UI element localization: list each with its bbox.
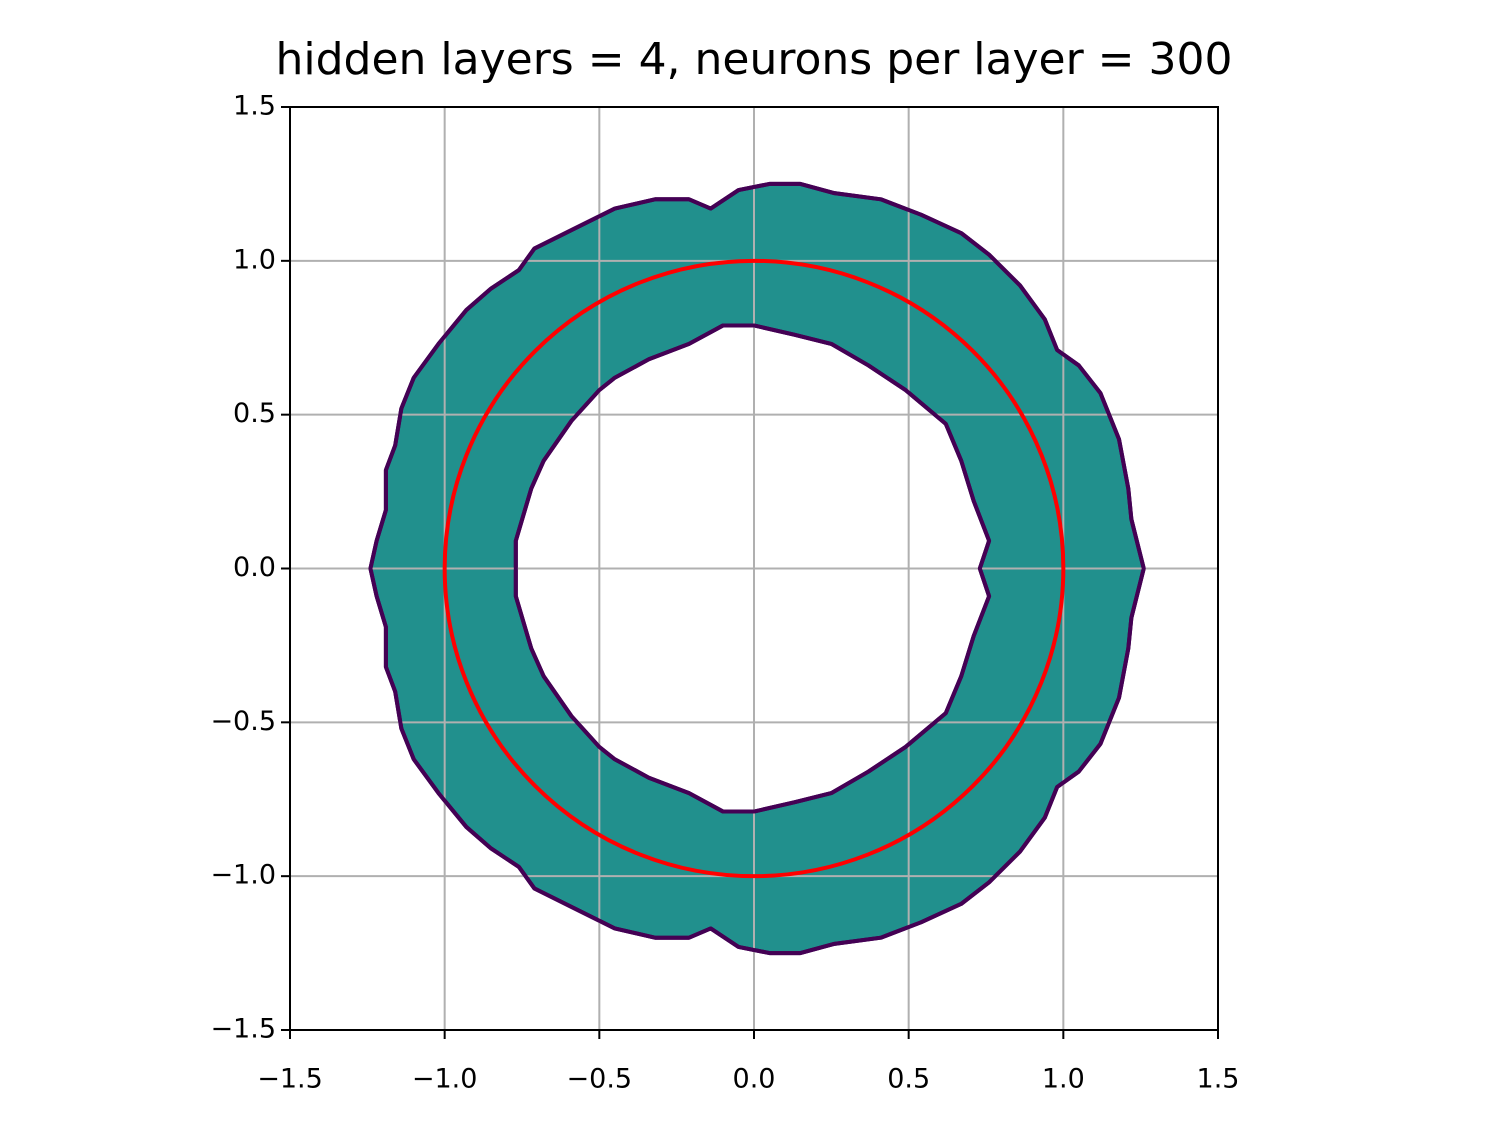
y-tick-label: 1.5 <box>233 91 276 122</box>
x-tick-label: −1.0 <box>412 1064 478 1095</box>
x-tick-label: −1.5 <box>257 1064 323 1095</box>
y-tick-label: −1.0 <box>210 860 276 891</box>
x-tick-label: 1.0 <box>1042 1064 1085 1095</box>
chart-title: hidden layers = 4, neurons per layer = 3… <box>276 34 1233 85</box>
x-tick-label: 0.5 <box>887 1064 930 1095</box>
x-tick-label: 1.5 <box>1197 1064 1240 1095</box>
y-tick-label: −1.5 <box>210 1014 276 1045</box>
y-tick-label: 0.0 <box>233 552 276 583</box>
reference-circle <box>442 258 1066 879</box>
contour-edge <box>368 181 1146 956</box>
y-tick-label: −0.5 <box>210 706 276 737</box>
x-tick-label: −0.5 <box>567 1064 633 1095</box>
y-tick-label: 0.5 <box>233 398 276 429</box>
y-tick-label: 1.0 <box>233 244 276 275</box>
contour-edge <box>513 323 992 814</box>
x-tick-label: 0.0 <box>733 1064 776 1095</box>
